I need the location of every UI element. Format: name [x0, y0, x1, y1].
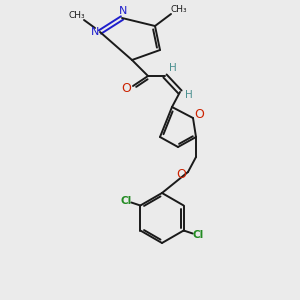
Text: CH₃: CH₃ [171, 4, 187, 14]
Text: O: O [176, 167, 186, 181]
Text: Cl: Cl [121, 196, 132, 206]
Text: Cl: Cl [192, 230, 203, 239]
Text: O: O [194, 109, 204, 122]
Text: O: O [121, 82, 131, 94]
Text: N: N [91, 27, 99, 37]
Text: N: N [119, 6, 127, 16]
Text: H: H [169, 63, 177, 73]
Text: H: H [185, 90, 193, 100]
Text: CH₃: CH₃ [69, 11, 85, 20]
